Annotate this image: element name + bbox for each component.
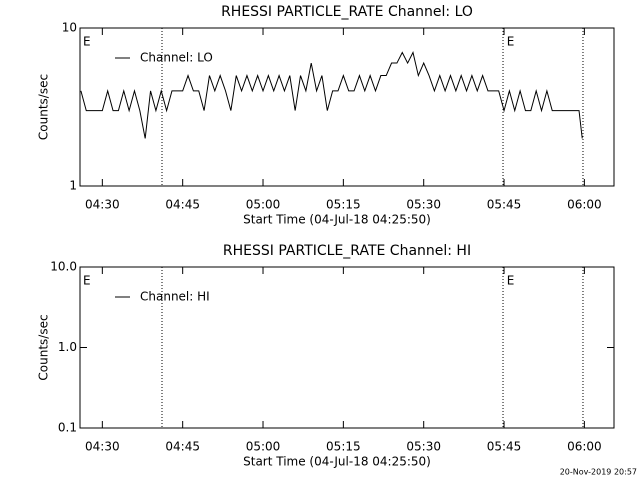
x-tick-label: 05:15 bbox=[326, 198, 361, 212]
x-tick-label: 04:30 bbox=[85, 440, 120, 454]
y-tick-label: 10.0 bbox=[50, 260, 77, 274]
x-axis-label: Start Time (04-Jul-18 04:25:50) bbox=[243, 213, 431, 227]
x-tick-label: 04:30 bbox=[85, 198, 120, 212]
y-tick-label: 0.1 bbox=[58, 421, 77, 435]
plot-frame bbox=[79, 27, 615, 187]
chart-title: RHESSI PARTICLE_RATE Channel: HI bbox=[223, 243, 471, 259]
x-tick-label: 05:45 bbox=[487, 440, 522, 454]
annotation: E bbox=[507, 274, 515, 288]
footer: 20-Nov-2019 20:57 bbox=[560, 468, 637, 477]
data-line bbox=[80, 51, 583, 139]
x-tick-label: 06:00 bbox=[567, 440, 602, 454]
x-axis-label: Start Time (04-Jul-18 04:25:50) bbox=[243, 455, 431, 469]
legend-label: Channel: HI bbox=[140, 290, 210, 304]
legend-label: Channel: LO bbox=[140, 51, 213, 65]
y-axis-label: Counts/sec bbox=[37, 314, 51, 380]
y-tick-label: 10 bbox=[62, 21, 77, 35]
x-tick-label: 05:15 bbox=[326, 440, 361, 454]
x-tick-label: 05:30 bbox=[406, 440, 441, 454]
y-axis-label: Counts/sec bbox=[37, 74, 51, 140]
x-tick-label: 05:00 bbox=[246, 198, 281, 212]
chart-title: RHESSI PARTICLE_RATE Channel: LO bbox=[221, 4, 473, 20]
y-tick-label: 1 bbox=[69, 179, 77, 193]
x-tick-label: 05:00 bbox=[246, 440, 281, 454]
x-tick-label: 04:45 bbox=[165, 198, 200, 212]
x-tick-label: 04:45 bbox=[165, 440, 200, 454]
y-tick-label: 1.0 bbox=[58, 340, 77, 354]
annotation: E bbox=[83, 274, 91, 288]
x-tick-label: 05:30 bbox=[406, 198, 441, 212]
x-tick-label: 06:00 bbox=[567, 198, 602, 212]
annotation: E bbox=[507, 35, 515, 49]
x-tick-label: 05:45 bbox=[487, 198, 522, 212]
annotation: E bbox=[83, 35, 91, 49]
